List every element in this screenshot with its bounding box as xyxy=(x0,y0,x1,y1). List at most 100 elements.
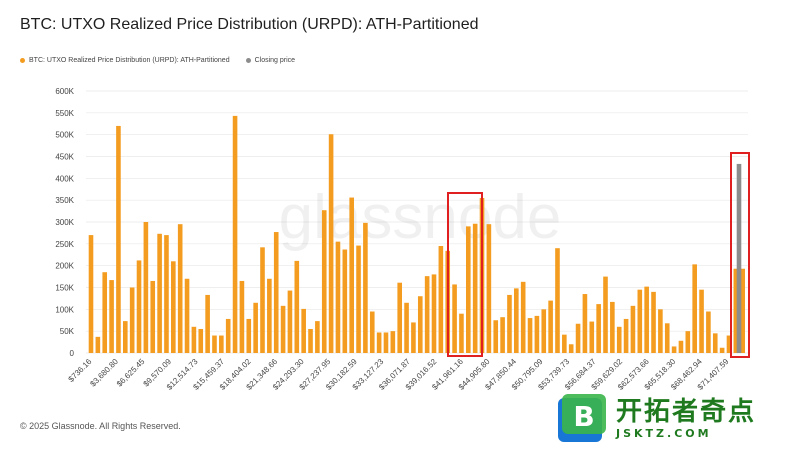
urpd-bar[interactable] xyxy=(520,281,526,353)
urpd-bar[interactable] xyxy=(692,264,697,353)
urpd-bar[interactable] xyxy=(630,305,636,353)
urpd-bar[interactable] xyxy=(363,222,368,353)
urpd-bar[interactable] xyxy=(610,301,615,353)
urpd-bar[interactable] xyxy=(575,323,581,353)
urpd-bar[interactable] xyxy=(616,326,622,353)
urpd-bar[interactable] xyxy=(603,276,608,353)
urpd-bar[interactable] xyxy=(534,315,540,353)
urpd-bar[interactable] xyxy=(699,289,704,353)
urpd-bar[interactable] xyxy=(164,235,169,353)
urpd-bar[interactable] xyxy=(232,115,238,353)
urpd-bar[interactable] xyxy=(562,334,567,353)
closing-price-bar[interactable] xyxy=(736,163,742,353)
urpd-bar[interactable] xyxy=(267,278,272,353)
urpd-bar[interactable] xyxy=(123,321,128,353)
urpd-bar[interactable] xyxy=(541,309,547,353)
urpd-bar[interactable] xyxy=(383,332,389,353)
urpd-bar[interactable] xyxy=(733,268,739,353)
urpd-bar[interactable] xyxy=(568,344,574,353)
urpd-bar[interactable] xyxy=(431,274,437,353)
urpd-bar[interactable] xyxy=(589,321,595,353)
urpd-bar[interactable] xyxy=(102,272,108,353)
urpd-bar[interactable] xyxy=(493,320,499,353)
urpd-bar[interactable] xyxy=(712,333,718,353)
legend-item-urpd[interactable]: BTC: UTXO Realized Price Distribution (U… xyxy=(20,57,230,64)
urpd-bar[interactable] xyxy=(740,268,745,353)
urpd-bar[interactable] xyxy=(246,318,252,353)
urpd-bar[interactable] xyxy=(486,224,492,353)
urpd-bar[interactable] xyxy=(335,241,341,353)
urpd-bar[interactable] xyxy=(424,276,430,353)
urpd-bar[interactable] xyxy=(280,305,286,353)
urpd-bar[interactable] xyxy=(177,224,183,353)
urpd-bar[interactable] xyxy=(356,245,361,353)
urpd-bar[interactable] xyxy=(349,197,354,353)
urpd-bar[interactable] xyxy=(191,326,197,353)
urpd-bar[interactable] xyxy=(390,331,396,353)
urpd-bar[interactable] xyxy=(658,309,663,353)
urpd-bar[interactable] xyxy=(198,328,204,353)
urpd-bar[interactable] xyxy=(726,335,732,353)
urpd-bar[interactable] xyxy=(260,247,265,353)
urpd-bar[interactable] xyxy=(500,317,505,353)
urpd-bar[interactable] xyxy=(397,282,402,353)
urpd-bar[interactable] xyxy=(116,125,121,353)
urpd-bar[interactable] xyxy=(706,311,711,353)
urpd-bar[interactable] xyxy=(321,210,327,353)
urpd-bar[interactable] xyxy=(301,308,306,353)
urpd-bar[interactable] xyxy=(308,328,313,353)
urpd-bar[interactable] xyxy=(678,340,684,353)
urpd-bar[interactable] xyxy=(637,289,643,353)
urpd-bar[interactable] xyxy=(623,318,629,353)
urpd-bar[interactable] xyxy=(136,260,142,353)
urpd-bar[interactable] xyxy=(664,323,670,353)
jsktz-logo[interactable]: B 开拓者奇点 JSKTZ.COM xyxy=(558,390,794,446)
urpd-bar[interactable] xyxy=(273,232,279,353)
urpd-bar[interactable] xyxy=(671,346,677,353)
urpd-bar[interactable] xyxy=(150,280,156,353)
urpd-bar[interactable] xyxy=(452,284,457,353)
urpd-bar[interactable] xyxy=(376,332,382,353)
urpd-bar[interactable] xyxy=(342,249,348,353)
urpd-bar[interactable] xyxy=(596,304,601,353)
urpd-bar[interactable] xyxy=(472,223,478,353)
urpd-bar[interactable] xyxy=(287,290,293,353)
urpd-bar[interactable] xyxy=(157,233,162,353)
urpd-bar[interactable] xyxy=(514,288,519,353)
urpd-bar[interactable] xyxy=(466,226,471,353)
urpd-bar[interactable] xyxy=(143,222,149,353)
urpd-bar[interactable] xyxy=(459,313,464,353)
urpd-bar[interactable] xyxy=(369,311,375,353)
urpd-bar[interactable] xyxy=(328,134,334,353)
urpd-bar[interactable] xyxy=(438,246,444,353)
urpd-bar[interactable] xyxy=(184,278,190,353)
urpd-bar[interactable] xyxy=(644,286,649,353)
urpd-bar[interactable] xyxy=(205,294,210,353)
urpd-bar[interactable] xyxy=(527,318,533,353)
urpd-bar[interactable] xyxy=(651,291,656,353)
urpd-bar[interactable] xyxy=(719,347,725,353)
legend-item-closing-price[interactable]: Closing price xyxy=(245,57,295,64)
urpd-bar[interactable] xyxy=(582,294,588,353)
urpd-bar[interactable] xyxy=(239,280,245,353)
urpd-bar[interactable] xyxy=(129,287,135,354)
grid-layer xyxy=(86,90,748,354)
urpd-bar[interactable] xyxy=(212,335,217,353)
urpd-bar[interactable] xyxy=(88,235,94,353)
urpd-bar[interactable] xyxy=(315,321,320,353)
urpd-bar[interactable] xyxy=(294,260,300,353)
urpd-bar[interactable] xyxy=(555,248,560,353)
urpd-bar[interactable] xyxy=(404,302,409,353)
urpd-bar[interactable] xyxy=(417,296,423,353)
urpd-bar[interactable] xyxy=(411,322,416,353)
y-tick-label: 50K xyxy=(60,327,75,336)
urpd-bar[interactable] xyxy=(507,294,512,353)
urpd-bar[interactable] xyxy=(171,261,176,353)
urpd-bar[interactable] xyxy=(95,336,101,353)
urpd-bar[interactable] xyxy=(109,280,114,353)
urpd-bar[interactable] xyxy=(225,318,231,353)
urpd-bar[interactable] xyxy=(253,302,258,353)
urpd-bar[interactable] xyxy=(548,300,553,353)
urpd-bar[interactable] xyxy=(219,335,224,353)
urpd-bar[interactable] xyxy=(685,331,691,353)
